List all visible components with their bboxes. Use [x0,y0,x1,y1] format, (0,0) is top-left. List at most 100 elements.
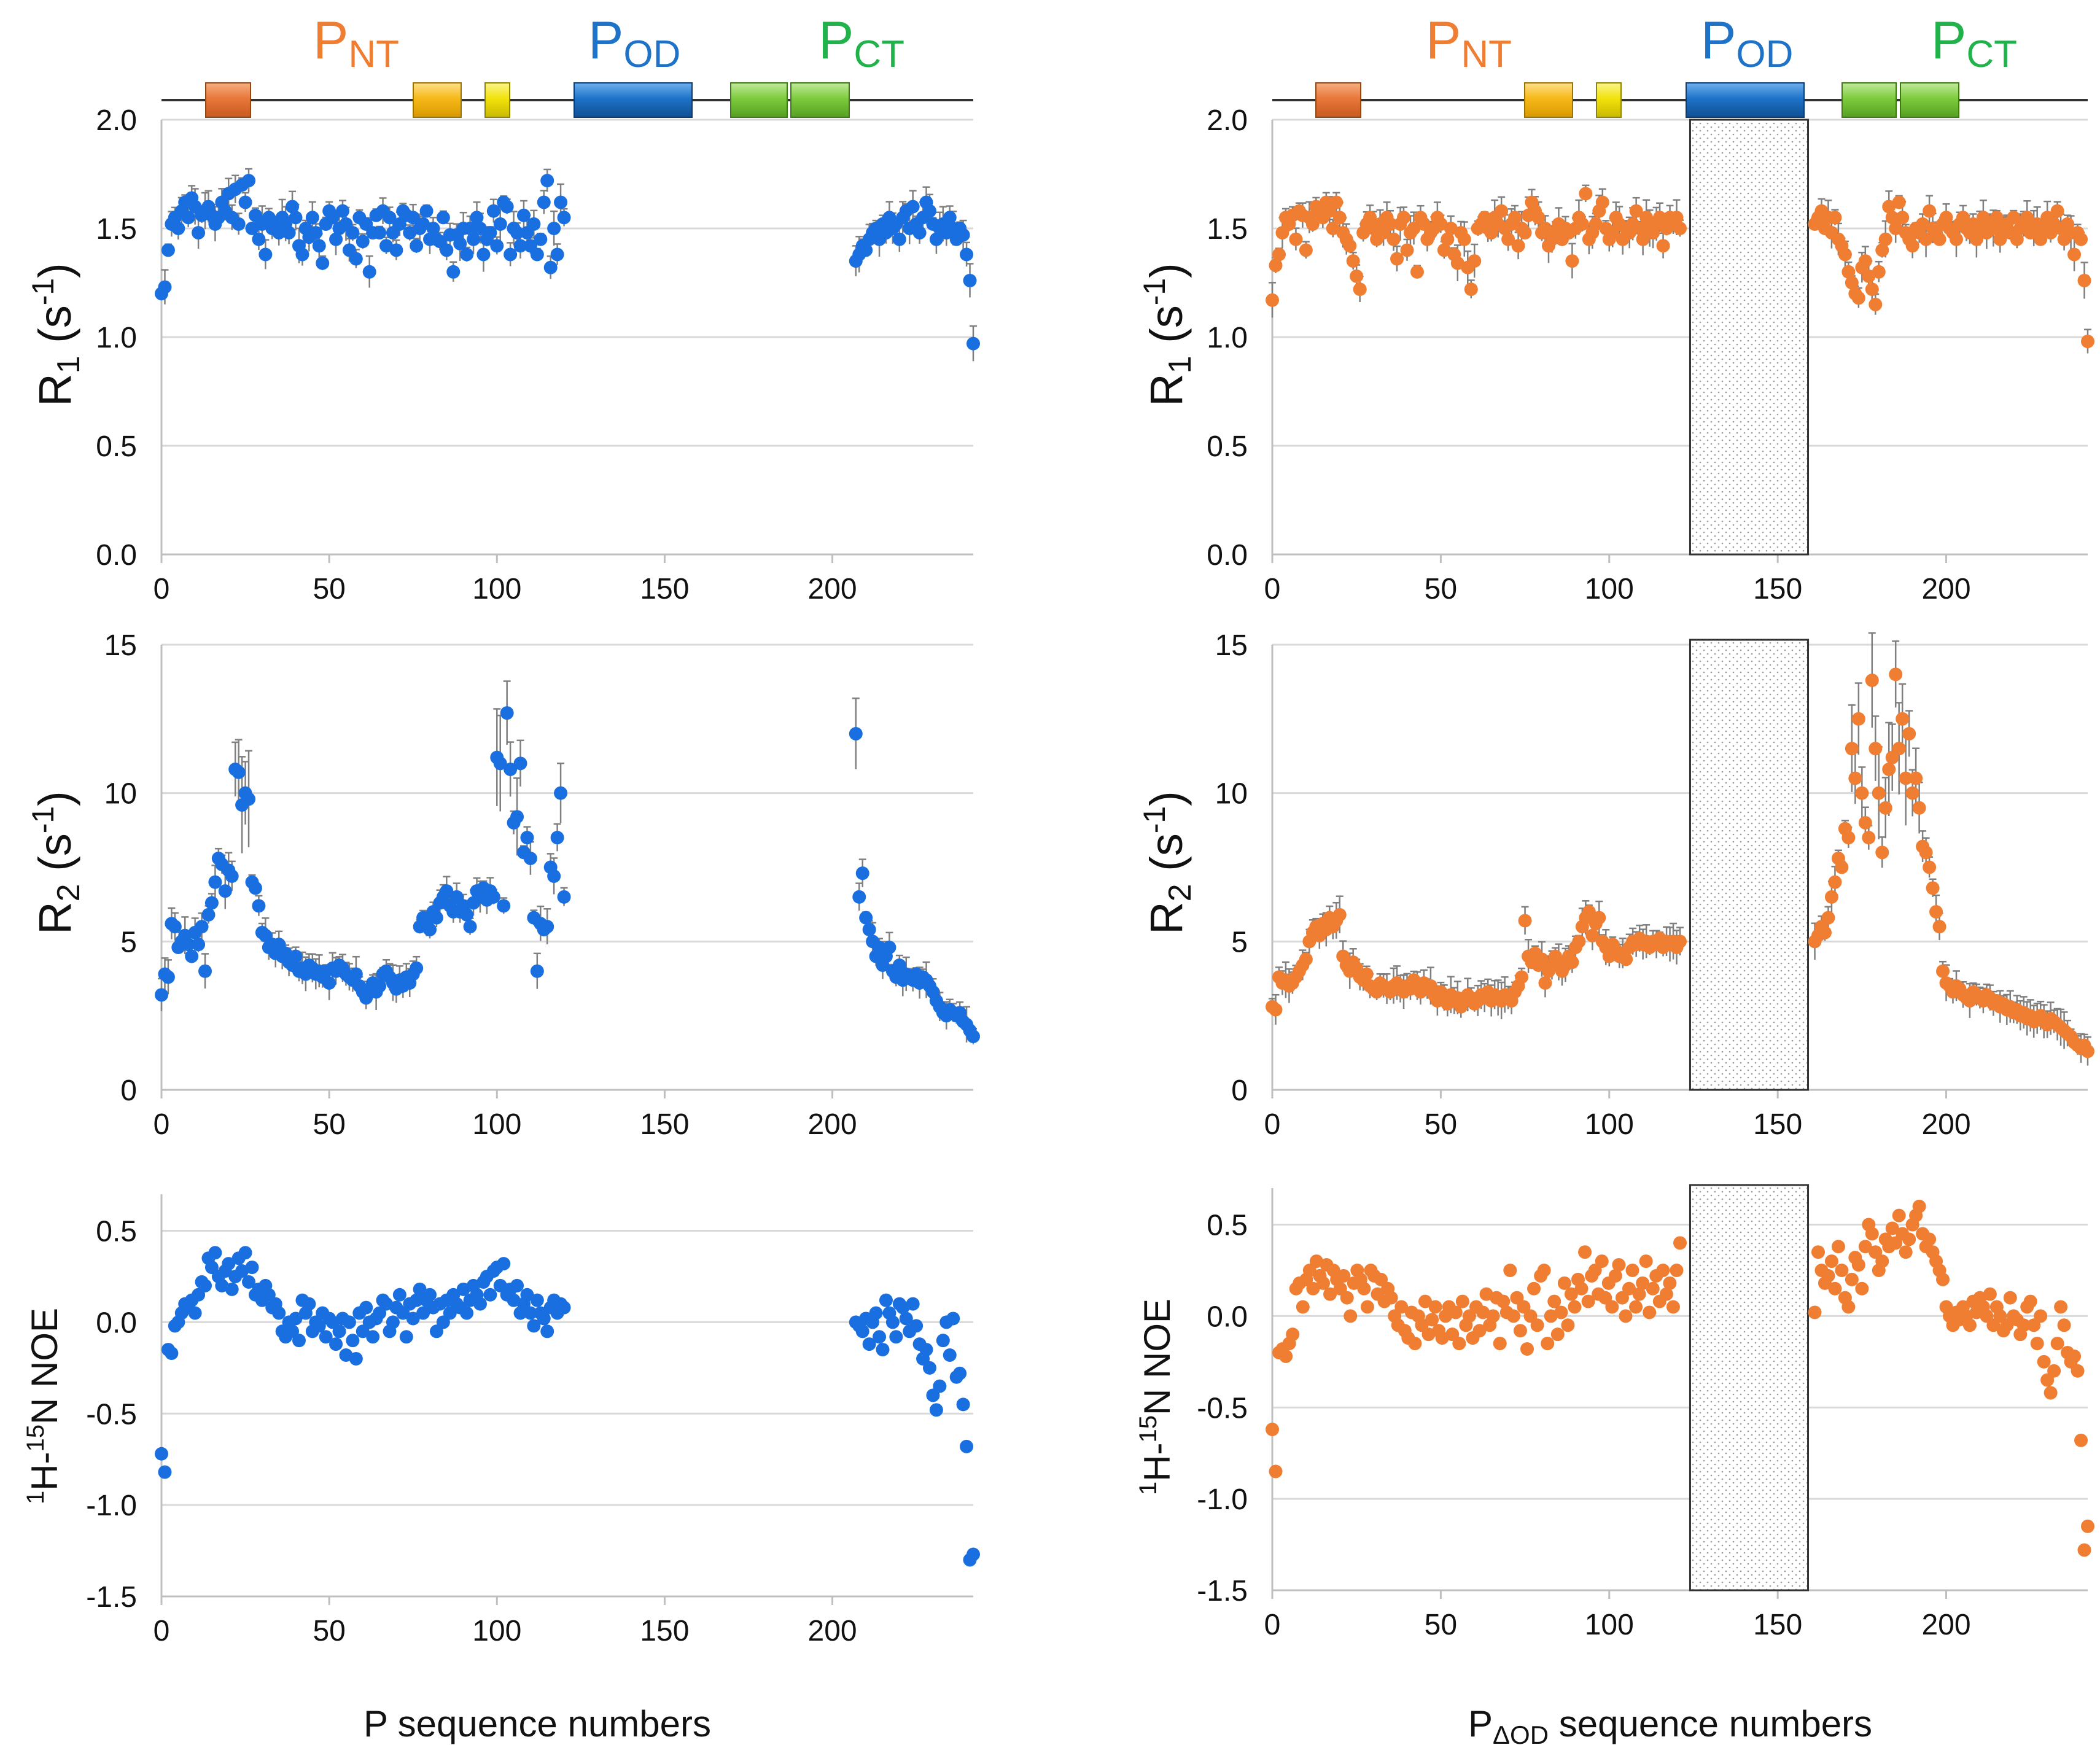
data-point [892,232,906,246]
data-point [500,706,514,720]
data-point [312,239,326,253]
data-point [463,222,477,235]
data-point [406,1312,420,1326]
data-point [1269,1464,1283,1479]
data-point [1902,1232,1916,1246]
data-point [1808,1305,1822,1319]
data-point [436,211,450,225]
data-point [1582,905,1596,919]
data-point [879,1293,893,1307]
data-point [1670,211,1684,225]
data-point [292,1334,306,1348]
data-point [2037,1354,2051,1369]
data-point [547,222,561,235]
data-point [1636,232,1650,246]
y-tick-label: 5 [1231,926,1248,958]
data-point [1625,1263,1639,1277]
data-point [1932,920,1946,934]
x-tick-label: 0 [1264,573,1281,605]
data-point [1855,1281,1869,1296]
data-point [1841,1300,1856,1314]
data-point [540,1324,554,1339]
data-point [946,1312,960,1326]
y-tick-label: 2.0 [1207,104,1248,137]
data-point [2016,1318,2031,1332]
chart-p_r1: 0.0 0.5 1.0 1.5 2.0 0 50 100 150 200 [96,104,980,605]
data-point [389,243,403,257]
data-point [1513,1324,1527,1338]
data-point [922,204,936,218]
data-point [483,226,497,240]
data-point [1629,1300,1643,1314]
data-point [1858,816,1872,830]
data-point [204,896,219,910]
data-point [158,1465,172,1479]
data-point [1296,1300,1310,1314]
data-point [168,920,182,934]
data-point [1905,239,1919,253]
data-point [862,923,876,936]
data-point [2034,1309,2048,1323]
data-point [158,280,172,294]
data-point [222,1257,236,1271]
data-point [463,920,477,934]
data-point [956,1397,970,1412]
data-point [349,967,363,981]
data-point [1912,1199,1926,1213]
domain-box-nt1 [1315,82,1361,118]
data-point [1646,1281,1660,1296]
data-point [1359,967,1374,981]
data-point [295,247,309,262]
data-point [289,211,303,225]
data-point [1899,1245,1913,1259]
x-axis-titles: P sequence numbers PΔOD sequence numbers [364,1703,1872,1745]
data-point [238,1246,252,1260]
data-point [530,1293,544,1307]
data-point [1535,952,1549,966]
data-point [2081,335,2094,349]
data-point [1550,1327,1565,1342]
data-point [181,938,195,952]
data-point [1585,928,1600,942]
data-point [161,243,175,257]
data-point [171,222,185,235]
data-point [349,1351,363,1366]
data-point [537,1312,551,1326]
label-pct: PCT [1931,11,2017,76]
data-point [919,1343,933,1357]
y-tick-label: 0.5 [96,430,137,463]
data-point [208,875,222,889]
data-point [1983,1287,1997,1301]
data-point [2081,1519,2094,1533]
data-point [1858,1240,1872,1254]
data-point [302,1297,316,1311]
data-point [1589,217,1603,231]
y-tick-label: 2.0 [96,104,137,137]
data-point [554,786,568,800]
data-point [1629,204,1643,218]
domain-box-ct1 [1841,82,1897,118]
data-point [1821,911,1835,925]
data-point [966,1030,980,1043]
y-tick-label: 0.0 [96,1307,137,1339]
data-point [1643,1305,1657,1319]
data-point [373,979,387,993]
data-point [1538,222,1552,235]
data-point [1956,211,1970,225]
data-point [1332,211,1347,225]
data-point [1896,712,1910,726]
data-point [1865,1227,1879,1241]
data-point [906,200,920,214]
chart-p_noe: -1.5 -1.0 -0.5 0.0 0.5 0 50 100 150 200 [86,1194,980,1647]
domain-box-od [574,82,693,118]
data-point [1501,232,1515,246]
data-point [1269,258,1283,273]
data-point [1538,976,1552,990]
data-point [1949,232,1963,246]
data-point [862,1337,876,1351]
x-tick-label: 150 [640,573,689,605]
y-tick-label: -1.5 [1197,1575,1248,1607]
data-point [1407,222,1421,235]
y-tick-label: 1.0 [96,322,137,354]
